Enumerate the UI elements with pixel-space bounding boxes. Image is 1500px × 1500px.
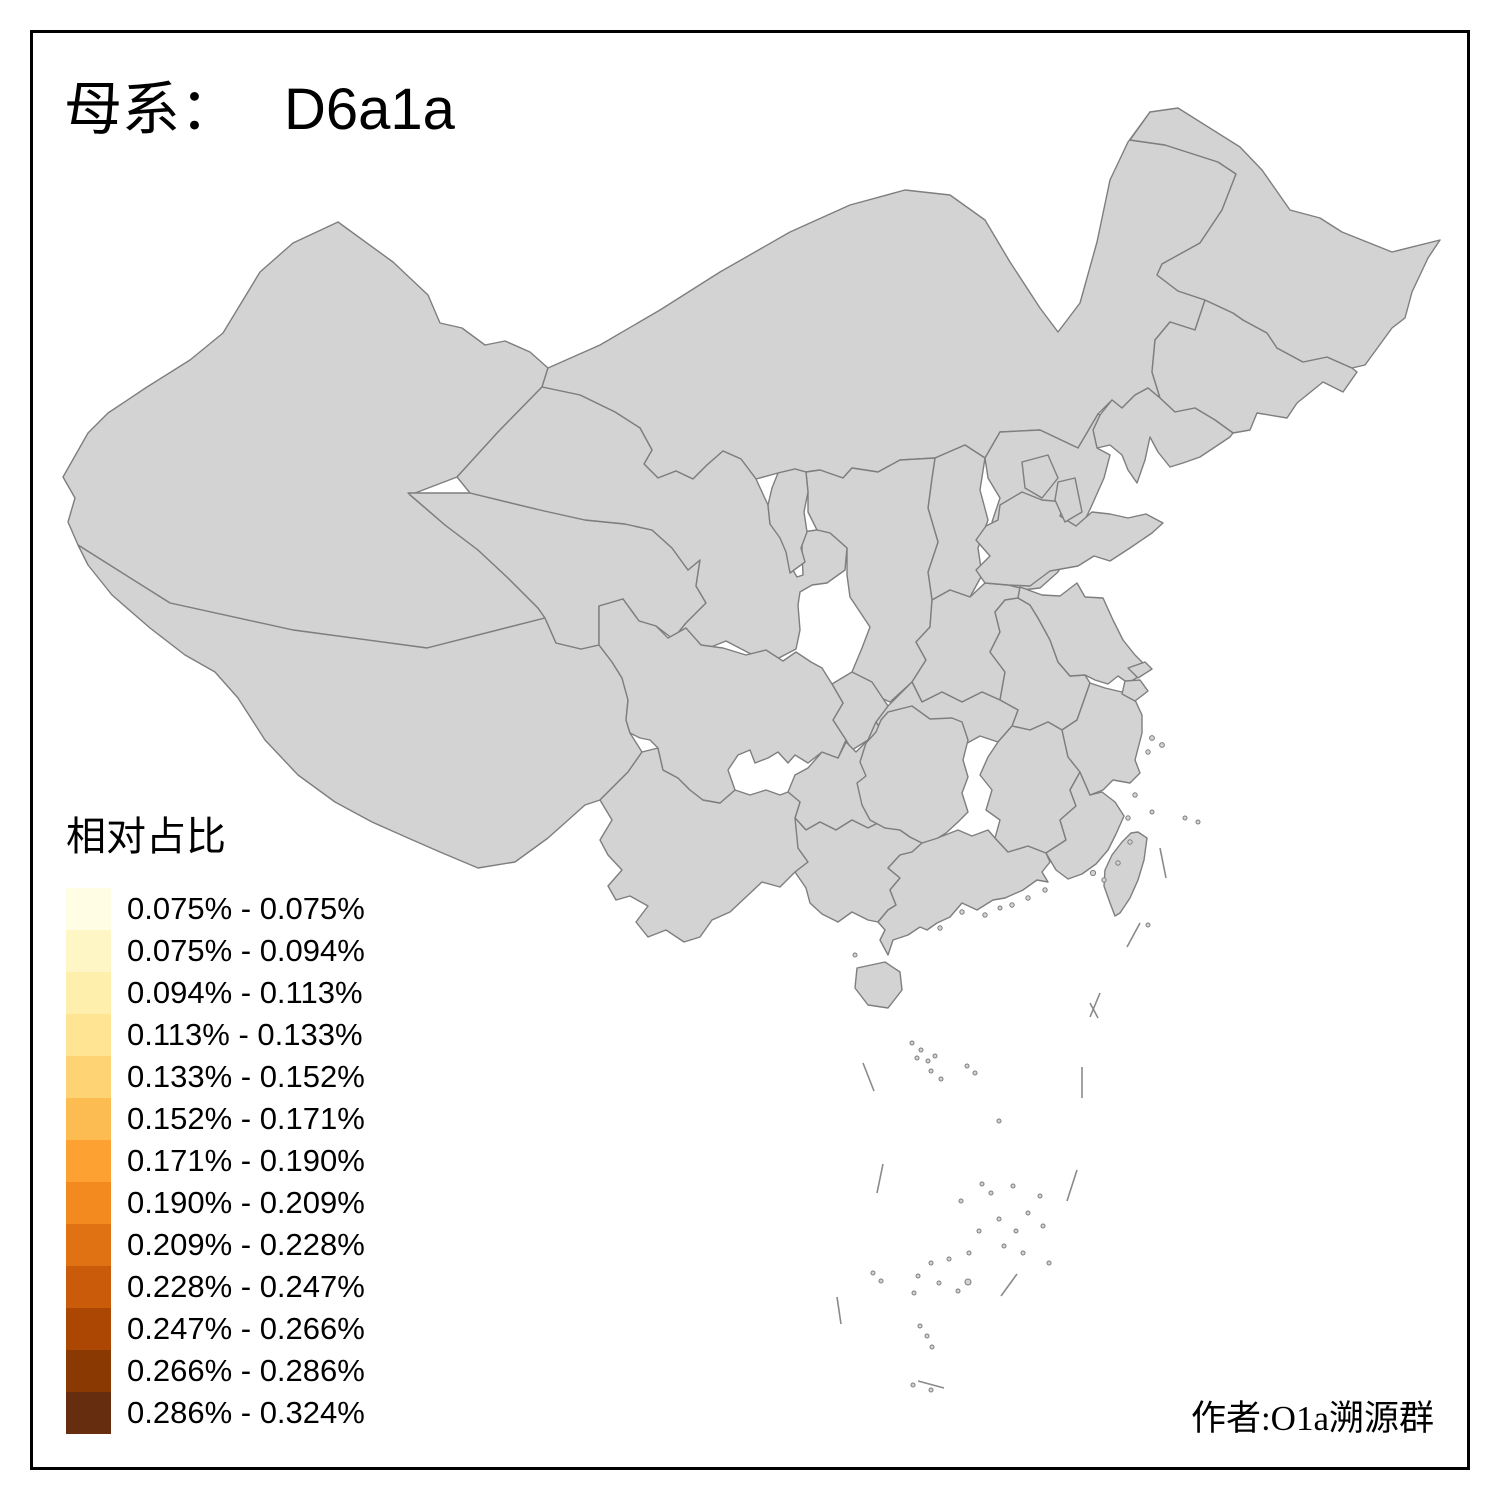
islets	[852, 735, 1201, 1393]
province-hainan	[854, 961, 903, 1009]
legend-row: 0.094% - 0.113%	[66, 972, 365, 1014]
province-hunan	[856, 705, 969, 844]
legend-swatch	[66, 1224, 111, 1266]
province-gansu	[456, 386, 848, 662]
province-tianjin	[1054, 477, 1083, 523]
plot-frame	[30, 30, 1470, 1470]
legend-label: 0.094% - 0.113%	[127, 975, 363, 1010]
legend-swatch	[66, 1308, 111, 1350]
legend-swatch	[66, 1098, 111, 1140]
province-fujian	[1045, 771, 1125, 880]
province-shanxi	[927, 444, 989, 601]
legend: 相对占比 0.075% - 0.075% 0.075% - 0.094% 0.094…	[66, 804, 365, 1434]
province-heilongjiang	[1129, 107, 1441, 369]
legend-swatch	[66, 972, 111, 1014]
page-title: 母系： D6a1a	[64, 62, 455, 146]
legend-swatch	[66, 1014, 111, 1056]
province-ningxia	[767, 468, 809, 574]
legend-swatch	[66, 1266, 111, 1308]
legend-label: 0.266% - 0.286%	[127, 1353, 365, 1388]
legend-swatch	[66, 888, 111, 930]
legend-label: 0.171% - 0.190%	[127, 1143, 365, 1178]
legend-swatch	[66, 1140, 111, 1182]
legend-label: 0.075% - 0.094%	[127, 933, 365, 968]
legend-row: 0.266% - 0.286%	[66, 1350, 365, 1392]
province-taiwan	[1103, 831, 1148, 917]
legend-swatch	[66, 930, 111, 972]
legend-row: 0.190% - 0.209%	[66, 1182, 365, 1224]
legend-swatch	[66, 1392, 111, 1434]
legend-row: 0.286% - 0.324%	[66, 1392, 365, 1434]
legend-row: 0.247% - 0.266%	[66, 1308, 365, 1350]
legend-label: 0.209% - 0.228%	[127, 1227, 365, 1262]
legend-row: 0.075% - 0.094%	[66, 930, 365, 972]
legend-label: 0.286% - 0.324%	[127, 1395, 365, 1430]
legend-row: 0.152% - 0.171%	[66, 1098, 365, 1140]
attribution: 作者:O1a溯源群	[1190, 1399, 1434, 1438]
legend-label: 0.247% - 0.266%	[127, 1311, 365, 1346]
legend-title: 相对占比	[66, 814, 226, 859]
province-shanghai	[1121, 661, 1153, 702]
legend-row: 0.113% - 0.133%	[66, 1014, 365, 1056]
legend-row: 0.171% - 0.190%	[66, 1140, 365, 1182]
legend-label: 0.228% - 0.247%	[127, 1269, 365, 1304]
legend-swatch	[66, 1350, 111, 1392]
province-beijing	[1021, 454, 1059, 499]
legend-rows: 0.075% - 0.075% 0.075% - 0.094% 0.094% - 0…	[66, 888, 365, 1434]
legend-label: 0.190% - 0.209%	[127, 1185, 365, 1220]
legend-row: 0.209% - 0.228%	[66, 1224, 365, 1266]
title-lineage-label: 母系：	[64, 77, 239, 142]
province-sichuan	[598, 598, 847, 804]
province-liaoning	[1092, 387, 1234, 484]
legend-swatch	[66, 1182, 111, 1224]
sea-boundary-dashes	[836, 847, 1167, 1389]
title-haplogroup: D6a1a	[284, 77, 455, 142]
legend-label: 0.075% - 0.075%	[127, 891, 365, 926]
legend-row: 0.228% - 0.247%	[66, 1266, 365, 1308]
legend-label: 0.113% - 0.133%	[127, 1017, 363, 1052]
legend-label: 0.152% - 0.171%	[127, 1101, 365, 1136]
legend-swatch	[66, 1056, 111, 1098]
legend-row: 0.075% - 0.075%	[66, 888, 365, 930]
legend-row: 0.133% - 0.152%	[66, 1056, 365, 1098]
legend-label: 0.133% - 0.152%	[127, 1059, 365, 1094]
